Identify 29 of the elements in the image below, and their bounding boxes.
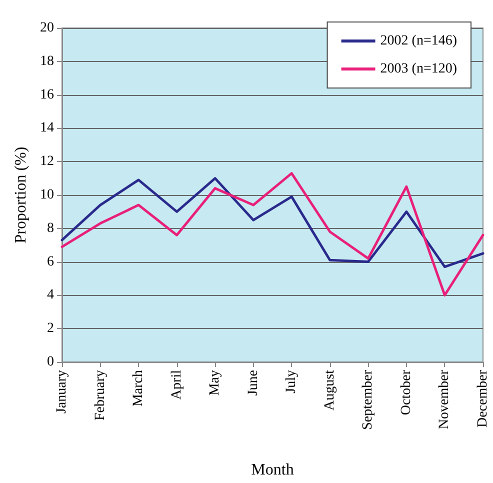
y-axis-title: Proportion (%) (12, 146, 30, 244)
y-tick-label: 20 (40, 20, 54, 36)
y-tick-label: 8 (47, 220, 54, 236)
y-tick-label: 2 (47, 321, 54, 336)
x-tick-label: March (131, 370, 146, 407)
legend-label: 2002 (n=146) (380, 34, 458, 48)
x-tick-label: December (476, 370, 490, 428)
y-tick-label: 18 (40, 54, 54, 69)
x-tick-label: May (208, 370, 223, 396)
x-tick-label: July (284, 370, 300, 394)
x-tick-label: February (92, 370, 108, 421)
x-tick-label: November (437, 370, 452, 430)
y-tick-label: 16 (40, 87, 54, 102)
y-tick-label: 14 (40, 120, 54, 136)
x-tick-label: April (169, 370, 184, 400)
y-tick-label: 4 (47, 288, 54, 303)
line-series (60, 177, 484, 268)
x-tick-label: September (360, 370, 376, 430)
x-tick-label: June (246, 370, 261, 396)
x-tick-label: October (398, 370, 414, 416)
x-tick-label: August (322, 370, 338, 410)
legend-label: 2003 (n=120) (380, 62, 458, 76)
x-tick-label: January (54, 370, 70, 414)
x-axis-title: Month (251, 462, 294, 478)
y-tick-label: 10 (40, 188, 54, 202)
y-tick-label: 0 (47, 354, 54, 370)
line-series (60, 172, 484, 296)
y-tick-label: 6 (47, 254, 54, 270)
y-tick-label: 12 (40, 154, 54, 170)
